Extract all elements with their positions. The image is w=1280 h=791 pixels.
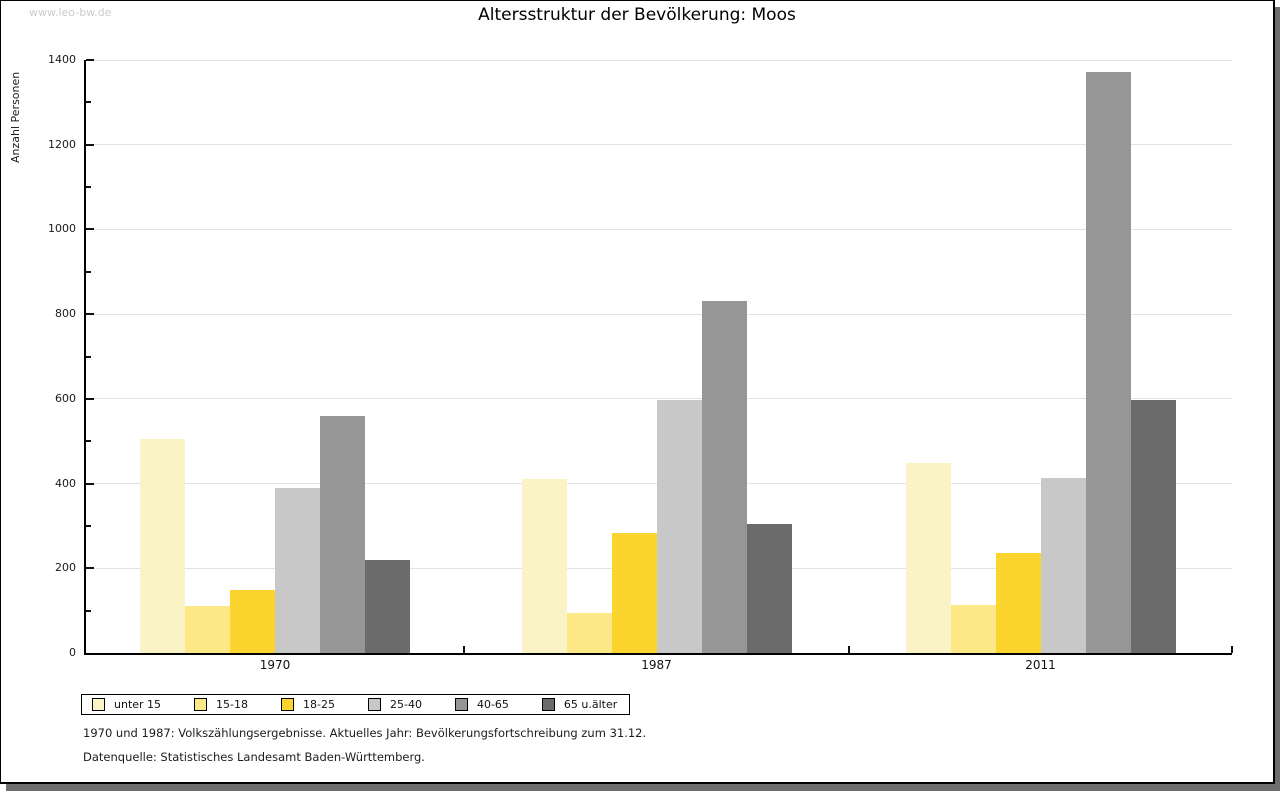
bar-2011-40-65 bbox=[1085, 71, 1131, 653]
bar-2011-25-40 bbox=[1040, 478, 1086, 653]
x-category-label-1987: 1987 bbox=[641, 658, 672, 672]
legend-item-40-65: 40-65 bbox=[454, 698, 509, 711]
footnote-source-2: Datenquelle: Statistisches Landesamt Bad… bbox=[83, 750, 425, 764]
gridline-1000 bbox=[86, 228, 1232, 230]
y-tick-label-1400: 1400 bbox=[48, 53, 76, 66]
y-minor-tick-1100 bbox=[86, 186, 91, 189]
bar-1987-25-40 bbox=[656, 400, 702, 653]
bar-1987-15-18 bbox=[566, 612, 612, 653]
y-minor-tick-700 bbox=[86, 355, 91, 358]
legend-label: 25-40 bbox=[389, 698, 422, 711]
legend-label: 15-18 bbox=[216, 698, 249, 711]
y-major-tick-1000 bbox=[86, 228, 94, 231]
x-boundary-tick-2 bbox=[848, 646, 850, 653]
watermark: www.leo-bw.de bbox=[29, 6, 112, 19]
bar-1987-40-65 bbox=[701, 301, 747, 653]
legend-item-65 u.älter: 65 u.älter bbox=[541, 698, 618, 711]
y-minor-tick-900 bbox=[86, 270, 91, 273]
plot-area: 0 200 400 600 800 1000 1200 1400 1970 1987 2011 bbox=[48, 53, 1233, 672]
y-major-tick-400 bbox=[86, 482, 94, 485]
y-tick-label-800: 800 bbox=[55, 307, 76, 321]
y-tick-label-400: 400 bbox=[55, 476, 76, 490]
legend-label: 65 u.älter bbox=[563, 698, 618, 711]
y-tick-label-0: 0 bbox=[69, 646, 76, 659]
bar-1970-65 u.älter bbox=[365, 559, 410, 653]
gridline-1200 bbox=[86, 144, 1232, 146]
y-major-tick-200 bbox=[86, 567, 94, 570]
y-minor-tick-100 bbox=[86, 609, 91, 612]
legend-item-15-18: 15-18 bbox=[194, 698, 248, 711]
gridline-600 bbox=[86, 398, 1232, 400]
gridline-1400 bbox=[86, 59, 1232, 61]
gridline-800 bbox=[86, 313, 1232, 315]
x-axis-line bbox=[84, 653, 1232, 655]
footnote-source-1: 1970 und 1987: Volkszählungsergebnisse. … bbox=[83, 726, 647, 740]
chart-title: Altersstruktur der Bevölkerung: Moos bbox=[478, 5, 796, 25]
y-minor-tick-1300 bbox=[86, 101, 91, 104]
legend-swatch-icon bbox=[454, 698, 468, 711]
y-major-tick-600 bbox=[86, 397, 94, 400]
y-minor-tick-300 bbox=[86, 524, 91, 527]
y-tick-label-200: 200 bbox=[55, 561, 76, 575]
x-category-label-1970: 1970 bbox=[259, 658, 291, 672]
bar-1970-15-18 bbox=[185, 605, 230, 653]
y-tick-label-1000: 1000 bbox=[48, 222, 76, 236]
y-axis-line bbox=[84, 60, 86, 655]
legend-swatch-icon bbox=[367, 698, 381, 711]
y-axis-title: Anzahl Personen bbox=[9, 71, 22, 163]
legend: unter 15 15-18 18-25 25-40 40-65 65 u.älter bbox=[81, 694, 631, 715]
bar-2011-15-18 bbox=[950, 605, 996, 653]
legend-swatch-icon bbox=[281, 698, 295, 711]
bar-1970-40-65 bbox=[320, 415, 365, 653]
x-boundary-tick-3 bbox=[1231, 646, 1233, 653]
legend-label: 40-65 bbox=[476, 698, 509, 711]
y-tick-label-600: 600 bbox=[55, 391, 76, 405]
bar-2011-unter 15 bbox=[905, 463, 951, 653]
legend-label: unter 15 bbox=[114, 698, 162, 711]
x-category-label-2011: 2011 bbox=[1025, 658, 1056, 672]
bar-1970-25-40 bbox=[275, 487, 320, 653]
legend-label: 18-25 bbox=[303, 698, 335, 711]
bar-1987-unter 15 bbox=[521, 479, 567, 653]
y-major-tick-800 bbox=[86, 313, 94, 316]
legend-item-unter 15: unter 15 bbox=[92, 698, 161, 711]
y-minor-tick-500 bbox=[86, 440, 91, 443]
bar-2011-18-25 bbox=[995, 553, 1041, 653]
legend-item-25-40: 25-40 bbox=[367, 698, 422, 711]
x-boundary-tick-1 bbox=[463, 646, 465, 653]
bar-1987-65 u.älter bbox=[746, 523, 792, 653]
legend-swatch-icon bbox=[541, 698, 555, 711]
y-major-tick-1400 bbox=[86, 59, 94, 61]
legend-swatch-icon bbox=[194, 698, 208, 711]
legend-item-18-25: 18-25 bbox=[281, 698, 335, 711]
bar-1970-unter 15 bbox=[140, 439, 185, 653]
bar-1970-18-25 bbox=[230, 590, 275, 653]
legend-swatch-icon bbox=[92, 698, 105, 711]
bar-2011-65 u.älter bbox=[1130, 400, 1176, 653]
y-tick-label-1200: 1200 bbox=[48, 137, 76, 151]
y-major-tick-1200 bbox=[86, 143, 94, 146]
bar-1987-18-25 bbox=[611, 533, 657, 653]
